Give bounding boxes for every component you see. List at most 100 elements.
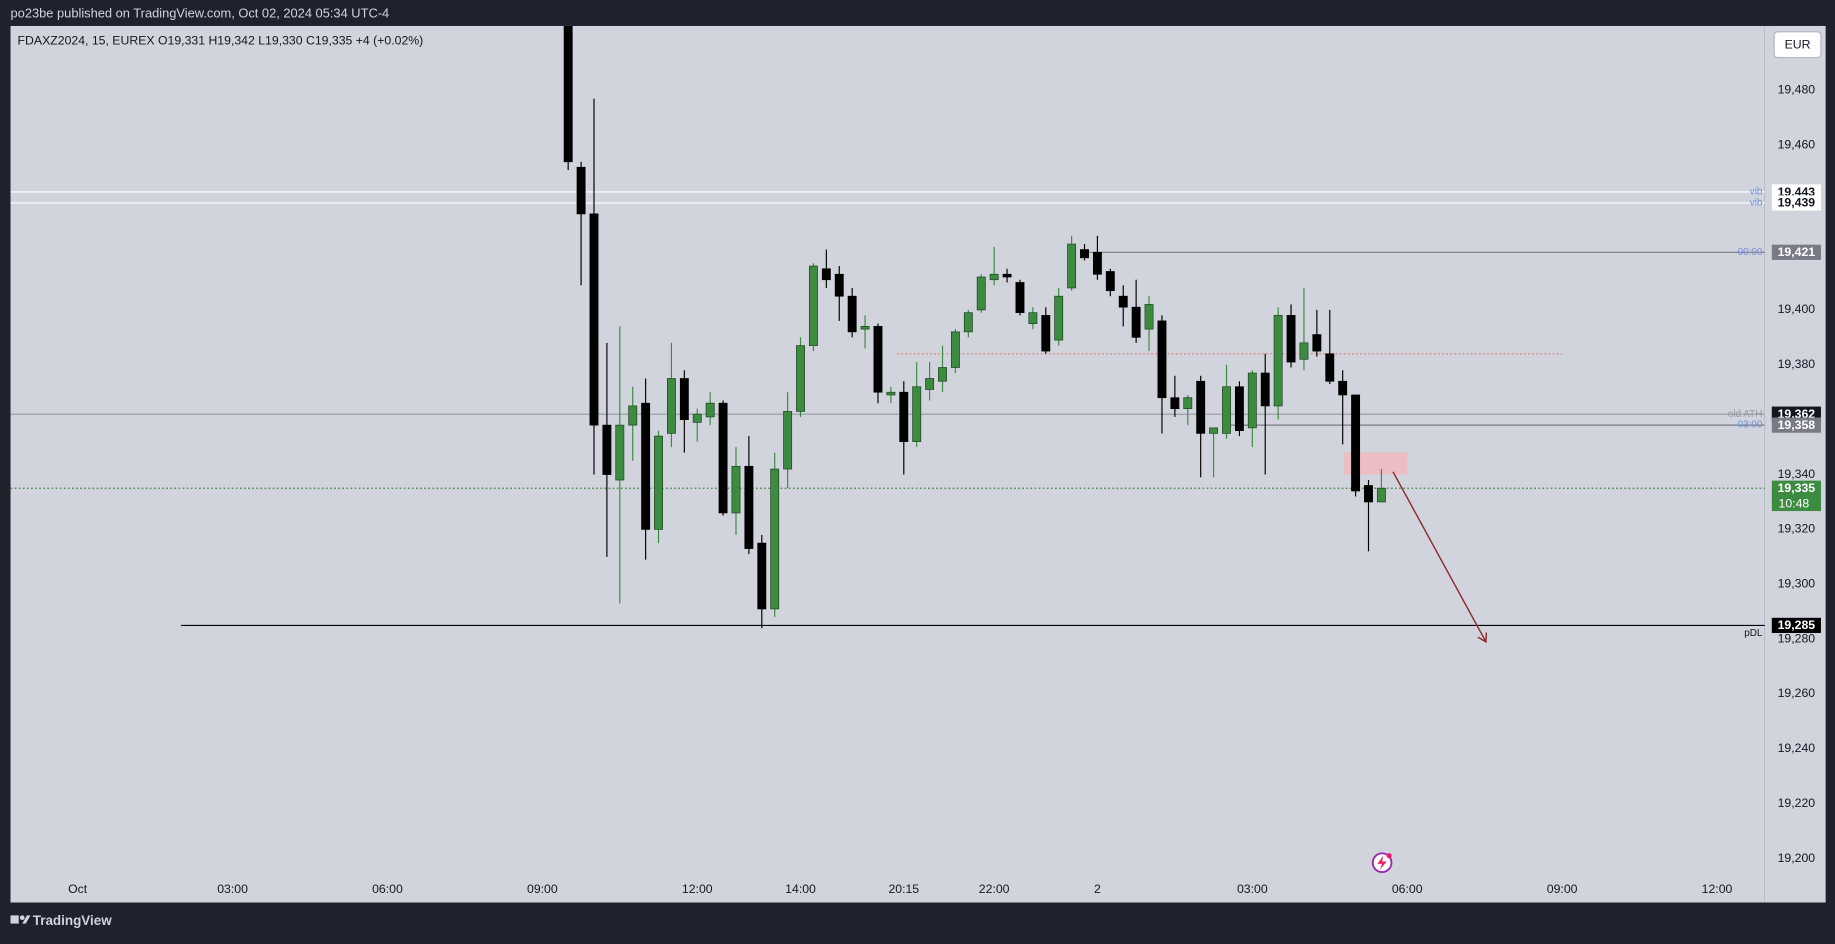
candle-body xyxy=(1338,380,1348,396)
countdown: 10:48 xyxy=(1779,496,1810,510)
candle-body xyxy=(808,265,818,346)
level-tag: pDL xyxy=(1744,628,1763,639)
candle-body xyxy=(1157,320,1167,399)
candle-body xyxy=(976,276,986,311)
candle-body xyxy=(641,402,651,530)
candle-body xyxy=(770,468,780,610)
x-tick-label: 12:00 xyxy=(682,882,713,896)
candle-body xyxy=(692,413,702,423)
footer-logo xyxy=(10,915,31,924)
candle-body xyxy=(938,367,947,382)
candle-body xyxy=(1028,312,1038,324)
level-tag: old ATH xyxy=(1728,409,1763,420)
price-axis xyxy=(1764,25,1826,903)
candle-body xyxy=(1118,295,1128,308)
candle-body xyxy=(602,424,612,475)
candle-body xyxy=(1260,372,1270,407)
price-badge xyxy=(1771,617,1821,634)
candle-body xyxy=(744,465,754,549)
candle-body xyxy=(1273,315,1283,407)
price-badge-label: 19,335 xyxy=(1778,481,1816,495)
candle-body xyxy=(1325,353,1335,382)
candle-body xyxy=(615,424,625,481)
x-tick-label: 22:00 xyxy=(979,882,1010,896)
x-tick-label: 2 xyxy=(1094,882,1101,896)
candle-body xyxy=(1170,397,1180,410)
candle-body xyxy=(1105,271,1115,292)
overlay: 19,200 19,220 19,240 19,260 19,280 19,300 19,3… xyxy=(68,83,1821,896)
y-tick-label: 19,220 xyxy=(1778,796,1816,810)
candle-body xyxy=(705,402,715,418)
y-tick-label: 19,340 xyxy=(1778,467,1816,481)
alert-icon[interactable] xyxy=(1371,852,1393,874)
candle-body xyxy=(1222,386,1231,434)
candle-body xyxy=(1196,380,1206,434)
price-badge-label: 19,443 xyxy=(1778,185,1816,199)
currency-box[interactable] xyxy=(1773,31,1822,59)
candle-body xyxy=(1041,315,1051,352)
price-badge xyxy=(1771,195,1821,211)
candle-body xyxy=(834,273,844,297)
candle-body xyxy=(860,326,870,330)
x-tick-label: 09:00 xyxy=(1547,882,1578,896)
arrow xyxy=(1392,471,1487,643)
candle-body xyxy=(925,378,935,390)
candle-body xyxy=(1144,304,1154,330)
candle-body xyxy=(886,391,896,396)
price-badge-label: 19,421 xyxy=(1778,245,1816,259)
plot-area xyxy=(10,25,1765,903)
candle-body xyxy=(873,326,883,393)
candle-body xyxy=(1183,397,1193,410)
candle-body xyxy=(757,542,767,610)
candle-body xyxy=(1286,315,1296,363)
y-tick-label: 19,260 xyxy=(1778,686,1816,700)
candle-body xyxy=(1234,386,1244,431)
price-badge xyxy=(1771,244,1821,260)
y-tick-label: 19,300 xyxy=(1778,577,1816,591)
candle-body xyxy=(1312,334,1322,352)
candle-body xyxy=(628,405,638,426)
y-tick-label: 19,320 xyxy=(1778,522,1816,536)
x-tick-label: 03:00 xyxy=(217,882,248,896)
x-tick-label: 03:00 xyxy=(1237,882,1268,896)
candle-body xyxy=(796,345,805,412)
candle-body xyxy=(1364,485,1373,503)
x-tick-label: Oct xyxy=(68,882,88,896)
candle-body xyxy=(1247,372,1257,429)
x-tick-label: 09:00 xyxy=(527,882,558,896)
candle-body xyxy=(666,378,676,434)
y-tick-label: 19,280 xyxy=(1778,631,1816,645)
candle-body xyxy=(1080,249,1089,259)
candle-body xyxy=(1131,306,1141,338)
price-badge xyxy=(1771,417,1821,433)
candle-body xyxy=(783,411,793,470)
price-badge-label: 19,285 xyxy=(1778,618,1816,632)
candle-body xyxy=(1376,487,1386,503)
candle-body xyxy=(731,465,741,514)
candle-body xyxy=(1002,273,1012,278)
y-tick-label: 19,200 xyxy=(1778,851,1816,865)
candle-body xyxy=(899,391,909,442)
candle-body xyxy=(912,386,922,442)
currency[interactable]: EUR xyxy=(1785,38,1811,52)
price-badge-label: 19,362 xyxy=(1778,407,1816,421)
level-tag: vib xyxy=(1750,187,1763,198)
candle-body xyxy=(1351,394,1361,492)
y-tick-label: 19,480 xyxy=(1778,83,1816,97)
candle-body xyxy=(718,402,728,514)
candle-body xyxy=(576,166,586,215)
candle-body xyxy=(1054,295,1064,341)
candle-body xyxy=(963,312,973,333)
candle-body xyxy=(589,213,599,426)
candle-body xyxy=(654,435,663,530)
candle-body xyxy=(1092,251,1102,275)
y-tick-label: 19,400 xyxy=(1778,302,1816,316)
y-tick-label: 19,240 xyxy=(1778,741,1816,755)
price-badge xyxy=(1771,480,1821,512)
y-tick-label: 19,380 xyxy=(1778,357,1816,371)
price-badge-label: 19,358 xyxy=(1778,418,1816,432)
publish-note: po23be published on TradingView.com, Oct… xyxy=(11,6,390,21)
x-tick-label: 12:00 xyxy=(1702,882,1733,896)
